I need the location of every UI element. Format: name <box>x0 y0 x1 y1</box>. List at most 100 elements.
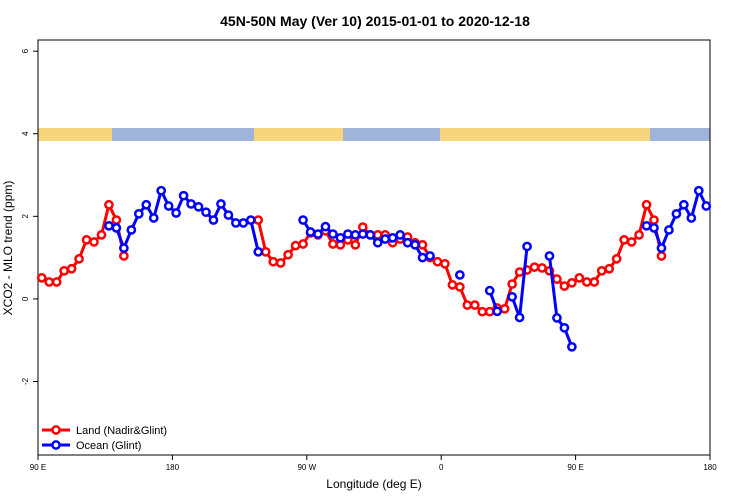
data-point <box>96 230 107 240</box>
x-axis-label: Longitude (deg E) <box>326 477 421 491</box>
y-axis-label: XCO2 - MLO trend (ppm) <box>1 181 15 316</box>
data-point <box>238 218 249 228</box>
data-point <box>455 282 465 292</box>
data-point <box>335 232 346 243</box>
data-point <box>567 341 577 352</box>
legend-marker <box>51 440 61 450</box>
data-point <box>529 262 540 272</box>
legend-label: Land (Nadir&Glint) <box>76 425 167 437</box>
data-point <box>156 185 167 196</box>
data-point <box>567 277 577 288</box>
map-strip <box>38 128 710 141</box>
data-point <box>372 237 383 248</box>
data-point <box>268 256 279 267</box>
data-point <box>477 306 488 317</box>
data-point <box>581 277 592 287</box>
data-point <box>148 213 159 223</box>
data-point <box>253 246 264 257</box>
data-point <box>410 239 420 250</box>
data-point <box>119 243 129 253</box>
data-point <box>701 201 712 211</box>
data-point <box>328 229 338 239</box>
data-point <box>201 207 211 218</box>
data-point <box>66 263 77 274</box>
data-point <box>469 300 480 310</box>
data-point <box>111 223 122 233</box>
data-point <box>499 303 510 314</box>
legend-marker <box>51 425 61 435</box>
data-point <box>432 256 443 267</box>
data-point <box>507 291 517 302</box>
plot-frame <box>37 39 711 456</box>
data-point <box>231 218 241 228</box>
data-point <box>208 215 219 225</box>
data-point <box>186 199 196 209</box>
data-point <box>641 199 652 210</box>
data-point <box>447 280 458 290</box>
data-point <box>350 230 361 240</box>
data-point <box>163 201 174 211</box>
data-point <box>387 232 398 243</box>
data-point <box>462 300 473 310</box>
data-point <box>656 251 667 261</box>
data-point <box>126 225 137 235</box>
data-point <box>559 281 570 291</box>
y-tick-label: 2 <box>21 214 30 219</box>
data-point <box>589 277 600 287</box>
data-point <box>111 215 122 225</box>
x-tick-label: 180 <box>166 463 180 472</box>
legend: Land (Nadir&Glint) Ocean (Glint) <box>42 425 167 452</box>
data-point <box>619 235 629 245</box>
data-point <box>320 221 331 232</box>
data-point <box>104 199 114 210</box>
data-point <box>290 240 301 251</box>
data-point <box>604 263 615 274</box>
data-point <box>484 306 495 317</box>
data-point <box>552 274 562 284</box>
data-point <box>313 229 323 239</box>
data-point <box>283 249 293 260</box>
data-point <box>365 230 376 240</box>
data-point <box>440 258 450 269</box>
data-point <box>216 199 226 209</box>
data-point <box>641 220 652 231</box>
data-point <box>425 251 435 261</box>
y-tick-label: -2 <box>21 377 30 385</box>
data-point <box>89 237 99 247</box>
data-point <box>417 252 428 263</box>
data-point <box>484 285 495 296</box>
data-point <box>395 230 405 240</box>
data-point <box>559 322 570 333</box>
data-point <box>171 208 181 218</box>
data-point <box>36 273 47 283</box>
data-point <box>656 243 667 253</box>
data-point <box>634 230 644 240</box>
data-point <box>649 223 659 233</box>
x-tick-label: 90 E <box>30 463 46 472</box>
x-tick-label: 180 <box>703 463 717 472</box>
data-point <box>522 241 532 252</box>
data-point <box>44 277 55 287</box>
data-point <box>357 229 368 239</box>
data-point <box>298 239 308 249</box>
data-point <box>686 213 697 223</box>
data-point <box>141 199 152 210</box>
data-point <box>552 313 562 323</box>
data-point <box>305 227 316 237</box>
data-point <box>343 229 353 239</box>
data-point <box>74 254 84 264</box>
data-point <box>417 239 428 250</box>
data-point <box>537 263 547 273</box>
data-point <box>328 239 338 249</box>
data-point <box>350 239 361 250</box>
data-point <box>679 199 689 210</box>
x-tick-label: 90 E <box>567 463 583 472</box>
data-point <box>298 215 308 225</box>
series-line <box>108 186 708 348</box>
data-point <box>178 190 189 201</box>
data-point <box>455 270 465 280</box>
data-point <box>514 312 525 323</box>
data-point <box>596 265 607 276</box>
data-point <box>544 251 555 261</box>
